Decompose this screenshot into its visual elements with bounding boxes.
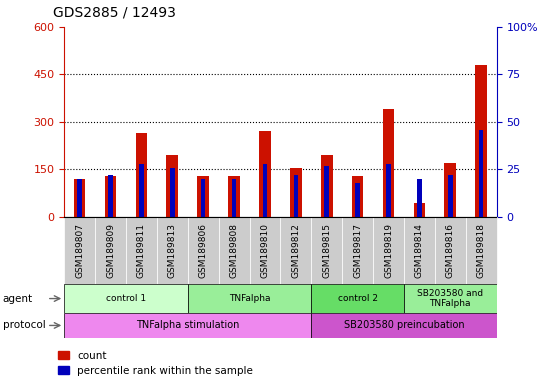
Bar xyxy=(413,203,425,217)
Bar xyxy=(373,217,404,284)
Text: SB203580 preincubation: SB203580 preincubation xyxy=(344,320,464,331)
Bar xyxy=(78,179,82,217)
Text: control 1: control 1 xyxy=(106,294,146,303)
Bar xyxy=(294,175,298,217)
Bar xyxy=(170,167,175,217)
Bar xyxy=(448,175,453,217)
Bar xyxy=(311,217,342,284)
Text: TNFalpha stimulation: TNFalpha stimulation xyxy=(136,320,239,331)
Bar xyxy=(355,183,360,217)
Bar xyxy=(157,217,187,284)
Bar xyxy=(404,217,435,284)
Text: GSM189816: GSM189816 xyxy=(446,223,455,278)
Bar xyxy=(187,217,219,284)
Bar xyxy=(136,133,147,217)
Bar xyxy=(187,284,311,313)
Bar xyxy=(105,176,117,217)
Text: GSM189818: GSM189818 xyxy=(477,223,485,278)
Text: TNFalpha: TNFalpha xyxy=(229,294,270,303)
Bar xyxy=(383,109,395,217)
Bar xyxy=(311,313,497,338)
Bar xyxy=(126,217,157,284)
Bar xyxy=(404,284,497,313)
Bar xyxy=(324,166,329,217)
Bar xyxy=(232,179,237,217)
Bar xyxy=(228,176,240,217)
Text: GSM189808: GSM189808 xyxy=(229,223,239,278)
Bar xyxy=(95,217,126,284)
Text: GSM189814: GSM189814 xyxy=(415,223,424,278)
Bar xyxy=(417,179,422,217)
Bar xyxy=(280,217,311,284)
Bar xyxy=(201,179,205,217)
Text: agent: agent xyxy=(3,293,33,304)
Bar xyxy=(64,217,95,284)
Bar xyxy=(475,65,487,217)
Bar xyxy=(386,164,391,217)
Text: GDS2885 / 12493: GDS2885 / 12493 xyxy=(53,5,176,19)
Text: GSM189806: GSM189806 xyxy=(199,223,208,278)
Bar xyxy=(108,175,113,217)
Text: protocol: protocol xyxy=(3,320,46,331)
Bar xyxy=(466,217,497,284)
Text: GSM189810: GSM189810 xyxy=(261,223,270,278)
Bar xyxy=(139,164,144,217)
Bar xyxy=(479,129,483,217)
Bar xyxy=(352,176,363,217)
Legend: count, percentile rank within the sample: count, percentile rank within the sample xyxy=(58,351,253,376)
Bar xyxy=(311,284,404,313)
Bar xyxy=(259,131,271,217)
Bar xyxy=(263,164,267,217)
Bar xyxy=(198,176,209,217)
Text: SB203580 and
TNFalpha: SB203580 and TNFalpha xyxy=(417,289,483,308)
Bar xyxy=(166,155,178,217)
Text: GSM189809: GSM189809 xyxy=(106,223,115,278)
Text: GSM189817: GSM189817 xyxy=(353,223,362,278)
Bar xyxy=(444,163,456,217)
Bar xyxy=(290,168,302,217)
Bar xyxy=(435,217,466,284)
Text: GSM189813: GSM189813 xyxy=(168,223,177,278)
Text: GSM189815: GSM189815 xyxy=(322,223,331,278)
Text: GSM189819: GSM189819 xyxy=(384,223,393,278)
Text: control 2: control 2 xyxy=(338,294,378,303)
Bar xyxy=(64,284,187,313)
Bar xyxy=(64,313,311,338)
Bar xyxy=(321,155,333,217)
Text: GSM189811: GSM189811 xyxy=(137,223,146,278)
Text: GSM189812: GSM189812 xyxy=(291,223,300,278)
Bar xyxy=(74,179,85,217)
Text: GSM189807: GSM189807 xyxy=(75,223,84,278)
Bar xyxy=(219,217,249,284)
Bar xyxy=(249,217,280,284)
Bar xyxy=(342,217,373,284)
